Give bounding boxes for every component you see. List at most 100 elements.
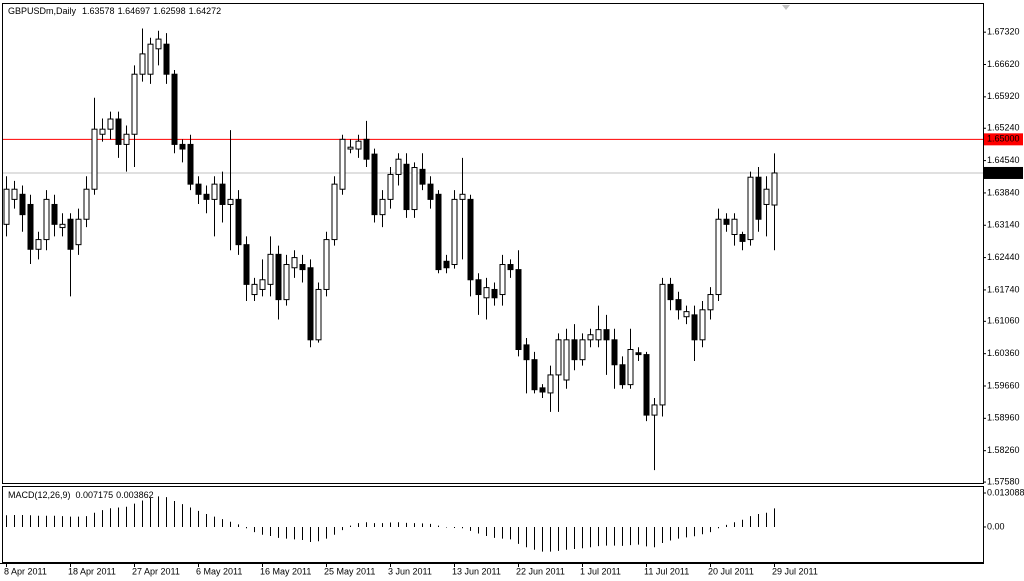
candle-body <box>459 193 466 200</box>
symbol-title: GBPUSDm,Daily <box>8 6 77 16</box>
y-tick-label: 1.61060 <box>987 316 1020 326</box>
candle-body <box>307 267 314 341</box>
candle-body <box>387 173 394 200</box>
y-tick-label: 1.59660 <box>987 380 1020 390</box>
y-tick-label: 1.58260 <box>987 445 1020 455</box>
candle-body <box>195 183 202 195</box>
candle-body <box>675 299 682 311</box>
candle-body <box>427 183 434 200</box>
candle-body <box>43 198 50 241</box>
candle-body <box>475 279 482 296</box>
candle-body <box>483 287 490 299</box>
x-tick-label: 25 May 2011 <box>324 566 375 576</box>
candle-body <box>315 288 322 341</box>
candle-body <box>379 198 386 216</box>
candle-body <box>419 168 426 185</box>
y-tick-label: 1.66620 <box>987 59 1020 69</box>
candle-body <box>339 138 346 190</box>
candle-body <box>75 218 82 246</box>
high-value: 1.64697 <box>118 6 151 16</box>
x-tick-label: 11 Jul 2011 <box>644 566 689 576</box>
candle-body <box>747 176 754 241</box>
y-tick-label: 1.64540 <box>987 155 1020 165</box>
candle-body <box>531 359 538 391</box>
candle-body <box>11 188 18 200</box>
candle-body <box>563 339 570 381</box>
candle-body <box>107 118 114 130</box>
macd-header: MACD(12,26,9) 0.007175 0.003862 <box>8 490 154 500</box>
candle-body <box>299 264 306 271</box>
candle-body <box>587 334 594 341</box>
y-tick-label: 1.63840 <box>987 187 1020 197</box>
shift-marker <box>782 5 790 10</box>
candle-body <box>579 339 586 361</box>
candle-body <box>555 339 562 376</box>
current-price-label: 1.64272 <box>987 167 1020 177</box>
candle-body <box>259 279 266 290</box>
candle-body <box>363 138 370 160</box>
x-tick-label: 8 Apr 2011 <box>4 566 47 576</box>
candle-body <box>771 172 778 206</box>
y-tick-label: 1.65920 <box>987 91 1020 101</box>
candle-body <box>67 218 74 250</box>
y-tick-label: 0.00 <box>987 521 1005 531</box>
y-tick-label: 0.013088 <box>987 487 1024 497</box>
candle-body <box>523 344 530 361</box>
y-tick-label: 1.65240 <box>987 123 1020 133</box>
candle-body <box>635 352 642 356</box>
candle-body <box>27 203 34 250</box>
candle-body <box>467 198 474 281</box>
candle-body <box>699 309 706 341</box>
candle-body <box>19 193 26 216</box>
candle-body <box>659 283 666 406</box>
candle-body <box>371 153 378 216</box>
candle-body <box>163 43 170 75</box>
candle-body <box>627 349 634 386</box>
candle-body <box>435 193 442 271</box>
candle-body <box>323 239 330 290</box>
candle-body <box>115 118 122 145</box>
candle-body <box>683 311 690 318</box>
candle-body <box>51 203 58 225</box>
macd-pane <box>2 486 984 563</box>
candle-body <box>3 188 10 225</box>
candle-body <box>763 188 770 205</box>
price-pane <box>2 3 984 484</box>
candle-body <box>35 239 42 250</box>
candle-body <box>267 253 274 285</box>
candle-body <box>355 140 362 150</box>
candle-body <box>395 158 402 175</box>
candle-body <box>91 128 98 190</box>
y-tick-label: 1.61740 <box>987 284 1020 294</box>
x-tick-label: 1 Jul 2011 <box>580 566 621 576</box>
candle-body <box>203 193 210 200</box>
candle-body <box>595 329 602 341</box>
candle-body <box>707 294 714 311</box>
candle-body <box>123 133 130 145</box>
candle-body <box>59 223 66 229</box>
candle-body <box>411 167 418 211</box>
candle-body <box>691 314 698 341</box>
candle-body <box>571 339 578 361</box>
candle-body <box>251 283 258 296</box>
y-tick-label: 1.57580 <box>987 476 1020 486</box>
candle-body <box>715 218 722 296</box>
candle-body <box>499 264 506 296</box>
candle-body <box>619 364 626 386</box>
candle-body <box>283 264 290 301</box>
candle-body <box>179 143 186 150</box>
candle-body <box>235 198 242 246</box>
candle-body <box>227 198 234 205</box>
candle-body <box>83 188 90 220</box>
x-tick-label: 6 May 2011 <box>196 566 242 576</box>
level-label: 1.65000 <box>987 134 1020 144</box>
candle-body <box>603 329 610 341</box>
y-tick-label: 1.62440 <box>987 252 1020 262</box>
candle-body <box>739 233 746 242</box>
price-header: GBPUSDm,Daily 1.63578 1.64697 1.62598 1.6427… <box>8 6 221 16</box>
candle-body <box>243 244 250 285</box>
candle-body <box>667 283 674 301</box>
candle-body <box>171 73 178 145</box>
candle-body <box>147 43 154 75</box>
